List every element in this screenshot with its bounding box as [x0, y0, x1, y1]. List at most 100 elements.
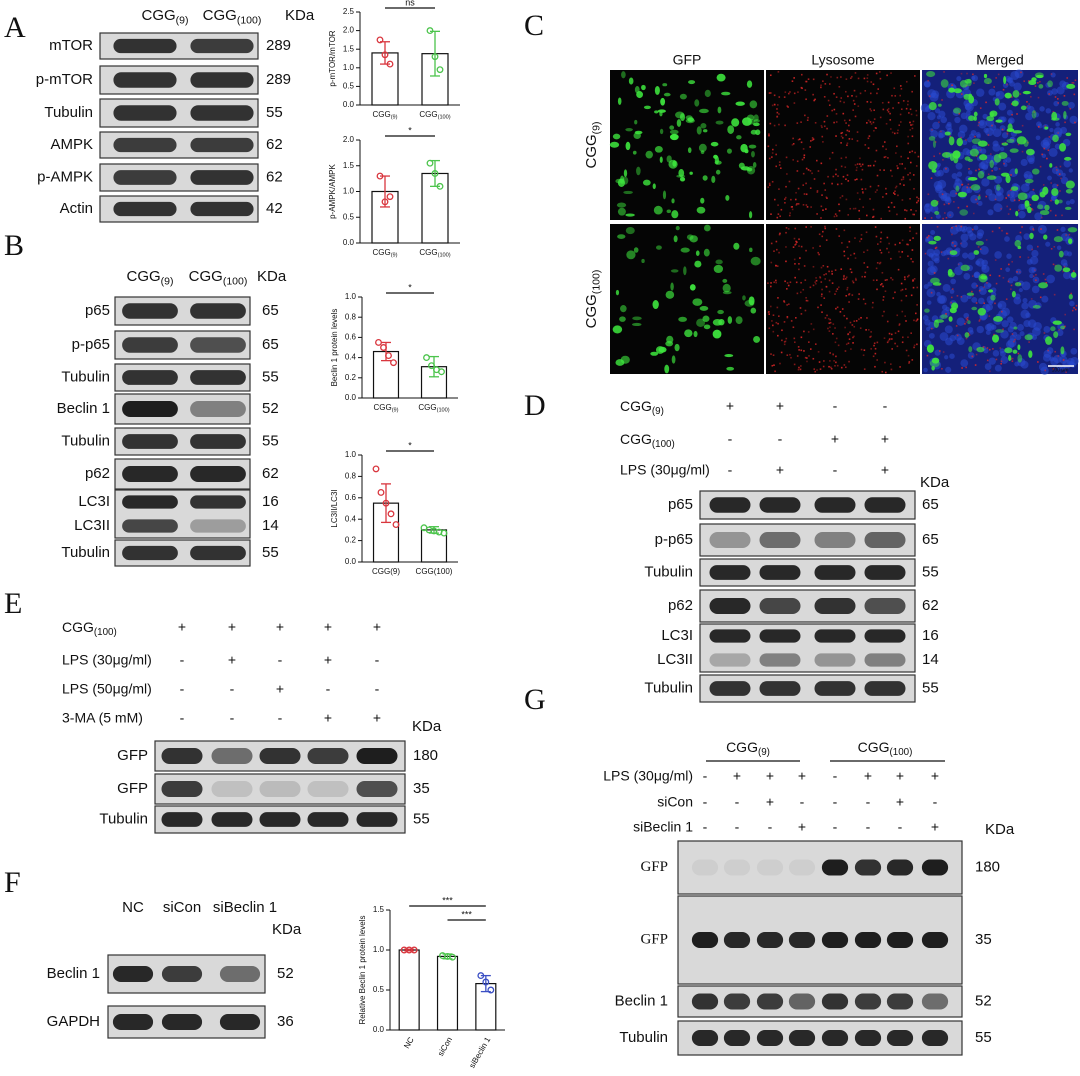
- kda-value: 55: [975, 1029, 992, 1046]
- lysosome: [913, 346, 915, 349]
- condition-sign: -: [833, 819, 838, 835]
- lysosome: [834, 341, 837, 344]
- lysosome: [991, 230, 994, 233]
- lysosome: [834, 327, 836, 329]
- lysosome: [870, 109, 873, 112]
- lysosome: [819, 245, 821, 248]
- lysosome: [1052, 368, 1055, 370]
- gfp-cell: [715, 259, 723, 265]
- gfp-cell: [933, 235, 941, 241]
- lysosome: [835, 96, 838, 98]
- nucleus: [1056, 245, 1062, 250]
- condition-sign: +: [228, 652, 236, 668]
- kda-value: 65: [262, 302, 279, 319]
- lysosome: [1002, 328, 1004, 331]
- label-base: CGG: [189, 268, 223, 285]
- lysosome: [895, 152, 897, 154]
- lysosome: [866, 266, 869, 268]
- lysosome: [907, 100, 909, 103]
- lysosome: [778, 123, 780, 126]
- lysosome: [844, 90, 847, 93]
- lysosome: [875, 149, 878, 152]
- nucleus: [1007, 316, 1014, 323]
- lysosome: [994, 302, 996, 305]
- lysosome: [828, 270, 830, 273]
- band: [814, 629, 856, 643]
- y-tick-label: 1.0: [373, 945, 385, 954]
- lysosome: [1010, 96, 1013, 98]
- gfp-cell: [753, 119, 760, 123]
- lysosome: [912, 286, 915, 289]
- lysosome: [886, 236, 889, 239]
- lysosome: [891, 338, 893, 340]
- gfp-cell: [973, 111, 978, 117]
- band: [788, 1030, 816, 1046]
- lysosome: [803, 154, 806, 157]
- nucleus: [929, 332, 935, 339]
- band: [814, 497, 856, 513]
- gfp-cell: [625, 141, 631, 151]
- micrograph-bg: [610, 224, 764, 374]
- nucleus: [1031, 249, 1039, 258]
- nucleus: [1069, 115, 1078, 124]
- lysosome: [797, 138, 800, 141]
- lysosome: [820, 162, 823, 165]
- blot-label: LC3II: [74, 517, 110, 534]
- gfp-cell: [1031, 77, 1037, 82]
- nucleus: [936, 162, 942, 167]
- lysosome: [866, 74, 869, 76]
- lysosome: [930, 177, 933, 180]
- lysosome: [1049, 209, 1052, 212]
- lysosome: [784, 340, 787, 343]
- band: [356, 748, 398, 764]
- lysosome: [881, 282, 883, 285]
- gfp-cell: [1064, 156, 1072, 161]
- label-sub: (9): [176, 14, 189, 26]
- lysosome: [851, 294, 854, 296]
- kda-value: 55: [262, 368, 279, 385]
- gfp-cell: [672, 160, 677, 167]
- lysosome: [853, 335, 855, 338]
- nucleus: [1045, 241, 1051, 247]
- lysosome: [873, 342, 876, 345]
- kda-value: 52: [262, 400, 279, 417]
- lysosome: [1072, 82, 1075, 84]
- lysosome: [873, 118, 876, 120]
- nucleus: [942, 304, 948, 311]
- group-label: CGG(9): [726, 739, 770, 758]
- kda-header: KDa: [272, 921, 302, 938]
- nucleus: [1041, 295, 1049, 303]
- gfp-cell: [989, 159, 994, 169]
- lysosome: [1031, 248, 1033, 251]
- lysosome: [997, 73, 1000, 76]
- band: [211, 812, 253, 827]
- kda-value: 35: [413, 780, 430, 797]
- lysosome: [869, 121, 872, 123]
- lysosome: [783, 301, 786, 303]
- lysosome: [912, 279, 915, 282]
- lysosome: [785, 227, 788, 229]
- label-base: CGG: [203, 7, 237, 24]
- gfp-cell: [704, 89, 711, 98]
- lysosome: [930, 217, 933, 219]
- lysosome: [805, 296, 807, 299]
- lysosome: [818, 233, 821, 236]
- nucleus: [1020, 183, 1030, 193]
- nucleus: [929, 265, 938, 274]
- lysosome: [1057, 102, 1060, 104]
- gfp-cell: [1057, 199, 1063, 204]
- lysosome: [816, 213, 818, 215]
- gfp-cell: [1060, 346, 1065, 355]
- lysosome: [804, 80, 807, 83]
- lysosome: [823, 273, 825, 276]
- lysosome: [824, 189, 827, 191]
- lysosome: [852, 342, 854, 344]
- band: [723, 932, 751, 948]
- lysosome: [1007, 194, 1010, 197]
- lysosome: [822, 264, 825, 267]
- data-point: [482, 978, 490, 986]
- nucleus: [976, 88, 985, 97]
- lysosome: [1005, 232, 1008, 235]
- gfp-cell: [928, 160, 938, 170]
- lysosome: [910, 124, 912, 126]
